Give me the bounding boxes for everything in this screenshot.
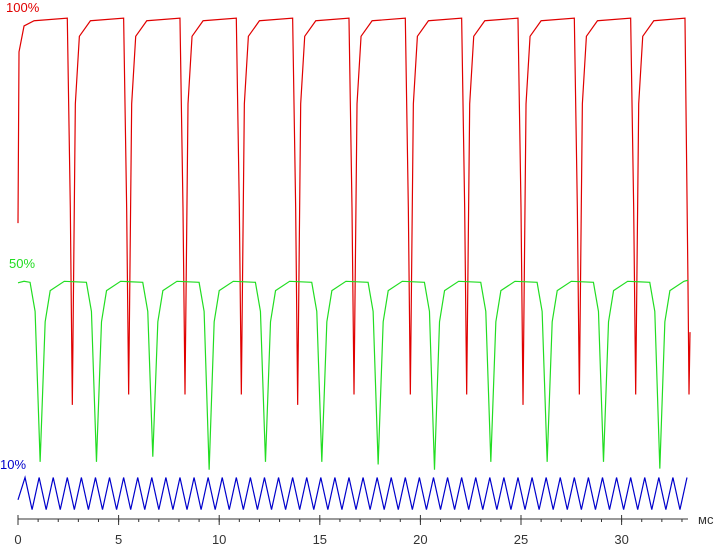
- x-tick-label: 25: [514, 532, 528, 546]
- trace: [17, 475, 688, 510]
- trace: [17, 279, 689, 470]
- x-tick-label: 5: [115, 532, 122, 546]
- x-tick-label: 10: [212, 532, 226, 546]
- x-tick-label: 0: [14, 532, 21, 546]
- x-tick-label: 30: [614, 532, 628, 546]
- trace: [17, 17, 691, 405]
- series-label: 100%: [6, 0, 40, 15]
- series-label: 10%: [0, 457, 26, 472]
- series-label: 50%: [9, 256, 35, 271]
- x-axis-label: мс: [698, 512, 714, 527]
- x-tick-label: 15: [313, 532, 327, 546]
- x-tick-label: 20: [413, 532, 427, 546]
